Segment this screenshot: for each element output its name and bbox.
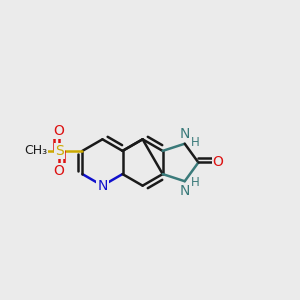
Text: N: N — [97, 179, 108, 193]
Text: O: O — [54, 124, 64, 138]
Text: H: H — [191, 136, 200, 149]
Text: O: O — [213, 155, 224, 170]
Text: N: N — [179, 127, 190, 141]
Text: N: N — [179, 184, 190, 198]
Text: H: H — [191, 176, 200, 189]
Text: CH₃: CH₃ — [24, 144, 48, 158]
Text: S: S — [55, 144, 64, 158]
Text: O: O — [54, 164, 64, 178]
